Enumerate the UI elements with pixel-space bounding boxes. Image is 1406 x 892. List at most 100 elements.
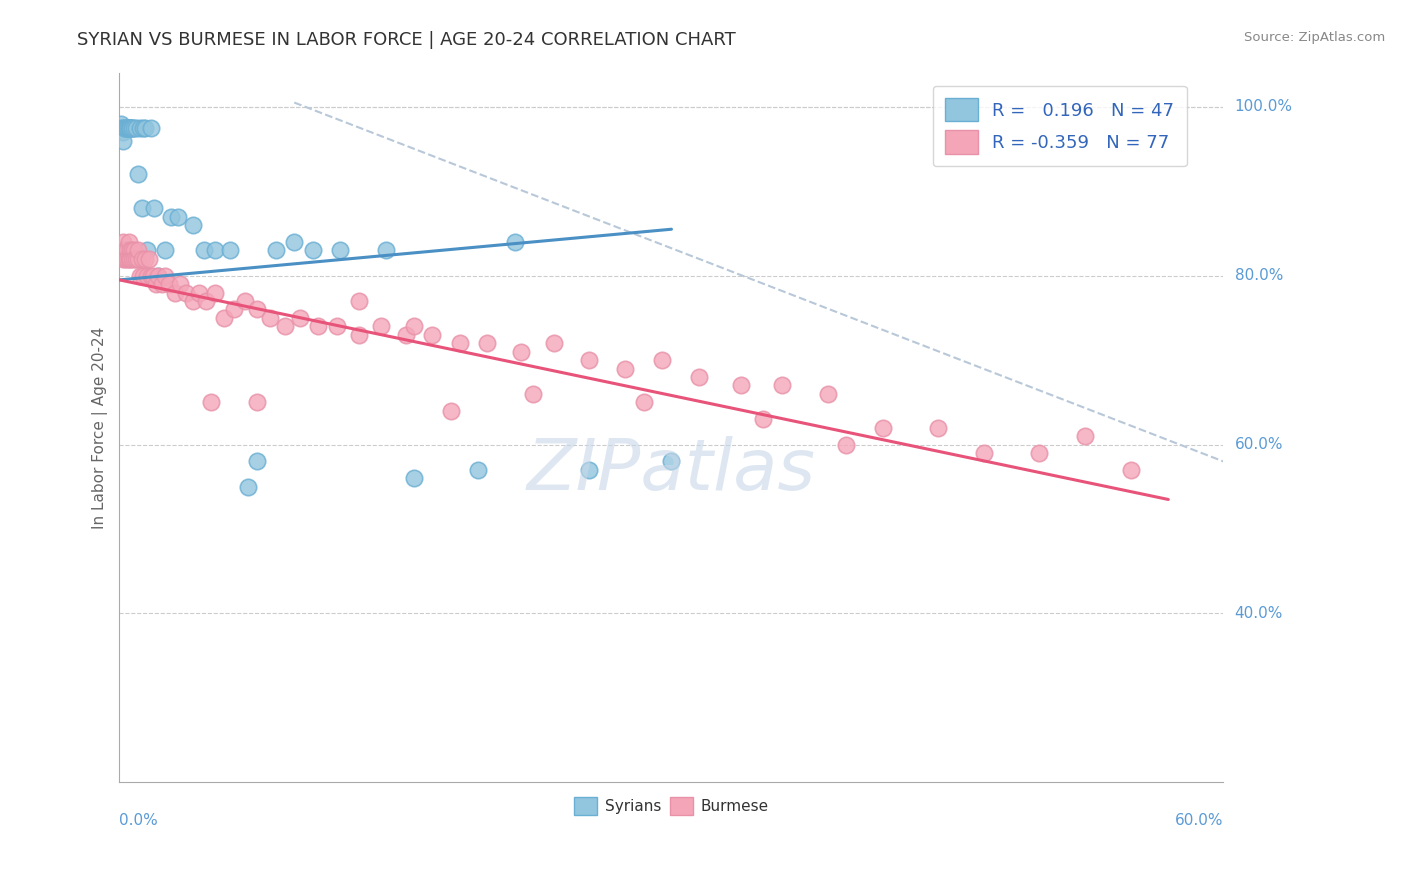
Text: ZIPatlas: ZIPatlas bbox=[527, 436, 815, 505]
Point bbox=[125, 120, 148, 135]
Point bbox=[181, 293, 204, 308]
Text: 60.0%: 60.0% bbox=[1234, 437, 1284, 452]
Point bbox=[115, 244, 138, 258]
Point bbox=[246, 302, 269, 317]
Point bbox=[114, 252, 136, 266]
Point bbox=[467, 463, 489, 477]
Point bbox=[110, 120, 132, 135]
Point bbox=[204, 244, 226, 258]
Point bbox=[155, 244, 177, 258]
Point bbox=[136, 268, 159, 283]
Point bbox=[128, 268, 150, 283]
Point bbox=[115, 252, 138, 266]
Text: 60.0%: 60.0% bbox=[1175, 813, 1223, 828]
Point bbox=[134, 120, 156, 135]
Point bbox=[395, 327, 418, 342]
Point bbox=[112, 252, 135, 266]
Point bbox=[1074, 429, 1097, 443]
Point bbox=[120, 244, 142, 258]
Point bbox=[274, 319, 297, 334]
Point bbox=[131, 252, 153, 266]
Point bbox=[120, 120, 142, 135]
Point bbox=[222, 302, 245, 317]
Point bbox=[136, 244, 159, 258]
Point bbox=[128, 120, 150, 135]
Point bbox=[120, 252, 142, 266]
Point bbox=[730, 378, 752, 392]
Point bbox=[214, 310, 236, 325]
Point bbox=[872, 420, 894, 434]
Point bbox=[120, 120, 142, 135]
Point bbox=[614, 361, 637, 376]
Point bbox=[288, 310, 311, 325]
Point bbox=[233, 293, 256, 308]
Point bbox=[503, 235, 526, 249]
Point bbox=[651, 353, 673, 368]
Point bbox=[131, 201, 153, 215]
Point bbox=[139, 120, 162, 135]
Point bbox=[1121, 463, 1143, 477]
Point bbox=[440, 404, 463, 418]
Point bbox=[193, 244, 215, 258]
Point bbox=[927, 420, 949, 434]
Point bbox=[110, 244, 132, 258]
Point bbox=[121, 244, 143, 258]
Point bbox=[121, 120, 143, 135]
Point bbox=[817, 387, 839, 401]
Point bbox=[187, 285, 209, 300]
Point bbox=[115, 120, 138, 135]
Point bbox=[329, 244, 352, 258]
Point bbox=[301, 244, 323, 258]
Point bbox=[1028, 446, 1050, 460]
Point bbox=[142, 268, 165, 283]
Point bbox=[120, 120, 142, 135]
Point bbox=[134, 252, 156, 266]
Point bbox=[117, 120, 139, 135]
Point bbox=[347, 327, 370, 342]
Point bbox=[112, 125, 135, 139]
Point bbox=[138, 252, 160, 266]
Point bbox=[218, 244, 240, 258]
Point bbox=[375, 244, 398, 258]
Point bbox=[167, 210, 190, 224]
Point bbox=[238, 480, 260, 494]
Point bbox=[112, 235, 135, 249]
Point bbox=[163, 285, 186, 300]
Point bbox=[449, 336, 471, 351]
Point bbox=[112, 134, 135, 148]
Point bbox=[117, 120, 139, 135]
Point bbox=[150, 277, 173, 292]
Point bbox=[125, 252, 148, 266]
Point bbox=[121, 252, 143, 266]
Point bbox=[127, 167, 149, 181]
Point bbox=[117, 235, 139, 249]
Point bbox=[122, 120, 145, 135]
Point bbox=[204, 285, 226, 300]
Text: 0.0%: 0.0% bbox=[120, 813, 159, 828]
Point bbox=[157, 277, 180, 292]
Point bbox=[370, 319, 392, 334]
Point bbox=[132, 268, 155, 283]
Point bbox=[246, 454, 269, 468]
Text: 40.0%: 40.0% bbox=[1234, 606, 1282, 621]
Text: 100.0%: 100.0% bbox=[1234, 99, 1292, 114]
Point bbox=[143, 201, 166, 215]
Point bbox=[110, 117, 132, 131]
Point bbox=[688, 370, 710, 384]
Point bbox=[264, 244, 287, 258]
Point bbox=[117, 120, 139, 135]
Point bbox=[578, 463, 600, 477]
Point bbox=[752, 412, 775, 426]
Point bbox=[114, 120, 136, 135]
Point bbox=[307, 319, 329, 334]
Point bbox=[127, 244, 149, 258]
Point bbox=[402, 319, 425, 334]
Point bbox=[146, 268, 169, 283]
Point bbox=[132, 120, 155, 135]
Point bbox=[121, 120, 143, 135]
Point bbox=[661, 454, 683, 468]
Point bbox=[160, 210, 183, 224]
Legend: Syrians, Burmese: Syrians, Burmese bbox=[568, 791, 775, 821]
Point bbox=[194, 293, 217, 308]
Point bbox=[139, 268, 162, 283]
